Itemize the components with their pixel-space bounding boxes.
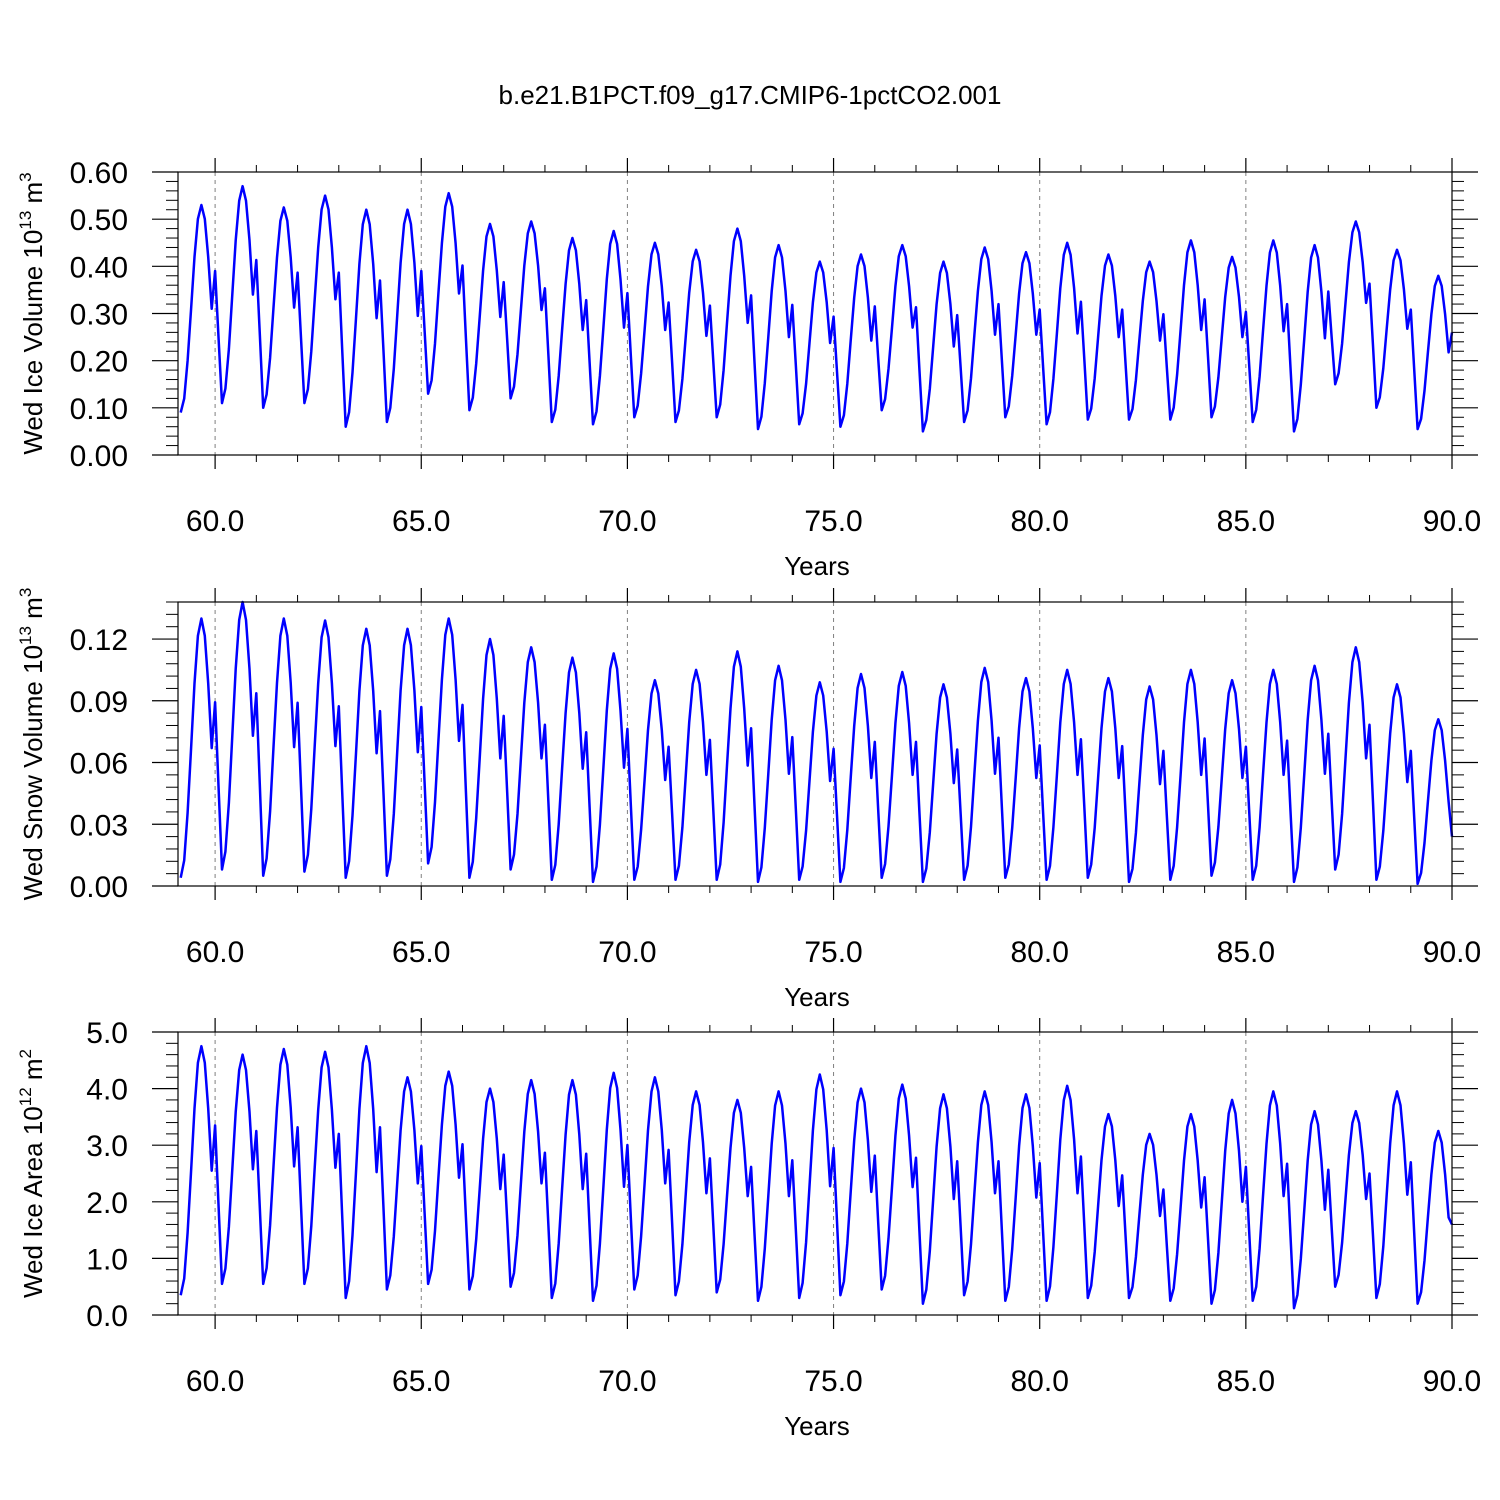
- panel-2: 60.0 65.0 70.0 75.0 80.0 85.0 90.0 0.00 0.03 0.06…: [16, 588, 1481, 1012]
- y-axis-label-unit: m: [18, 1058, 48, 1087]
- y-axis-label-main: Wed Ice Volume 10: [18, 230, 48, 455]
- x-tick-label: 85.0: [1217, 936, 1275, 969]
- y-tick-label: 0.12: [70, 624, 128, 657]
- y-tick-label: 0.0: [86, 1300, 128, 1333]
- y-axis-label-unit-exp: 3: [16, 588, 35, 597]
- y-axis-label: Wed Ice Volume 1013 m3: [16, 172, 48, 454]
- x-tick-label: 90.0: [1423, 505, 1481, 538]
- y-axis-label-main: Wed Snow Volume 10: [18, 645, 48, 900]
- y-axis-label-exp: 13: [16, 211, 35, 230]
- y-tick-label: 0.40: [70, 251, 128, 284]
- x-tick-label: 85.0: [1217, 505, 1275, 538]
- y-tick-label: 0.00: [70, 440, 128, 473]
- plot-frame: [177, 601, 1453, 887]
- x-tick-label: 60.0: [186, 936, 244, 969]
- y-tick-label: 5.0: [86, 1017, 128, 1050]
- x-tick-label: 90.0: [1423, 936, 1481, 969]
- plot-frame: [177, 171, 1453, 456]
- y-axis-label: Wed Snow Volume 1013 m3: [16, 588, 48, 901]
- x-tick-label: 60.0: [186, 505, 244, 538]
- y-tick-label: 0.30: [70, 299, 128, 332]
- y-tick-label: 0.20: [70, 346, 128, 379]
- y-axis-label-unit: m: [18, 597, 48, 626]
- x-tick-label: 65.0: [392, 505, 450, 538]
- y-axis-label-unit-exp: 3: [16, 172, 35, 181]
- y-tick-label: 1.0: [86, 1243, 128, 1276]
- x-tick-label: 70.0: [598, 1365, 656, 1398]
- y-axis-label-exp: 13: [16, 626, 35, 645]
- x-tick-label: 90.0: [1423, 1365, 1481, 1398]
- x-tick-label: 75.0: [804, 1365, 862, 1398]
- x-axis-label: Years: [784, 982, 850, 1012]
- x-tick-label: 75.0: [804, 505, 862, 538]
- x-tick-label: 80.0: [1011, 505, 1069, 538]
- series-line: [179, 1044, 1454, 1310]
- x-axis-label: Years: [784, 551, 850, 581]
- y-axis-label-exp: 12: [16, 1087, 35, 1106]
- x-tick-label: 80.0: [1011, 1365, 1069, 1398]
- y-tick-label: 0.06: [70, 748, 128, 781]
- x-tick-label: 70.0: [598, 936, 656, 969]
- y-axis-label-main: Wed Ice Area 10: [18, 1106, 48, 1298]
- y-tick-label: 2.0: [86, 1187, 128, 1220]
- y-axis-label-unit: m: [18, 182, 48, 211]
- y-tick-label: 0.10: [70, 393, 128, 426]
- y-tick-label: 0.50: [70, 204, 128, 237]
- x-tick-label: 70.0: [598, 505, 656, 538]
- y-tick-label: 0.09: [70, 686, 128, 719]
- plot-frame: [177, 1031, 1453, 1316]
- x-tick-label: 60.0: [186, 1365, 244, 1398]
- chart-title: b.e21.B1PCT.f09_g17.CMIP6-1pctCO2.001: [498, 80, 1002, 110]
- series-line: [179, 184, 1454, 433]
- y-tick-label: 0.03: [70, 809, 128, 842]
- y-tick-label: 4.0: [86, 1074, 128, 1107]
- panel-1: 60.0 65.0 70.0 75.0 80.0 85.0 90.0 0.00 0.10 0.20…: [16, 157, 1481, 581]
- x-tick-label: 85.0: [1217, 1365, 1275, 1398]
- x-axis-label: Years: [784, 1411, 850, 1441]
- y-axis-label-unit-exp: 2: [16, 1049, 35, 1058]
- y-tick-label: 0.60: [70, 157, 128, 190]
- x-tick-label: 65.0: [392, 936, 450, 969]
- x-tick-label: 80.0: [1011, 936, 1069, 969]
- series-line: [179, 600, 1454, 886]
- y-tick-label: 3.0: [86, 1130, 128, 1163]
- y-axis-label: Wed Ice Area 1012 m2: [16, 1049, 48, 1298]
- panel-3: 60.0 65.0 70.0 75.0 80.0 85.0 90.0 0.0 1.0 2.0 3.0…: [16, 1017, 1481, 1441]
- x-tick-label: 75.0: [804, 936, 862, 969]
- y-tick-label: 0.00: [70, 871, 128, 904]
- x-tick-label: 65.0: [392, 1365, 450, 1398]
